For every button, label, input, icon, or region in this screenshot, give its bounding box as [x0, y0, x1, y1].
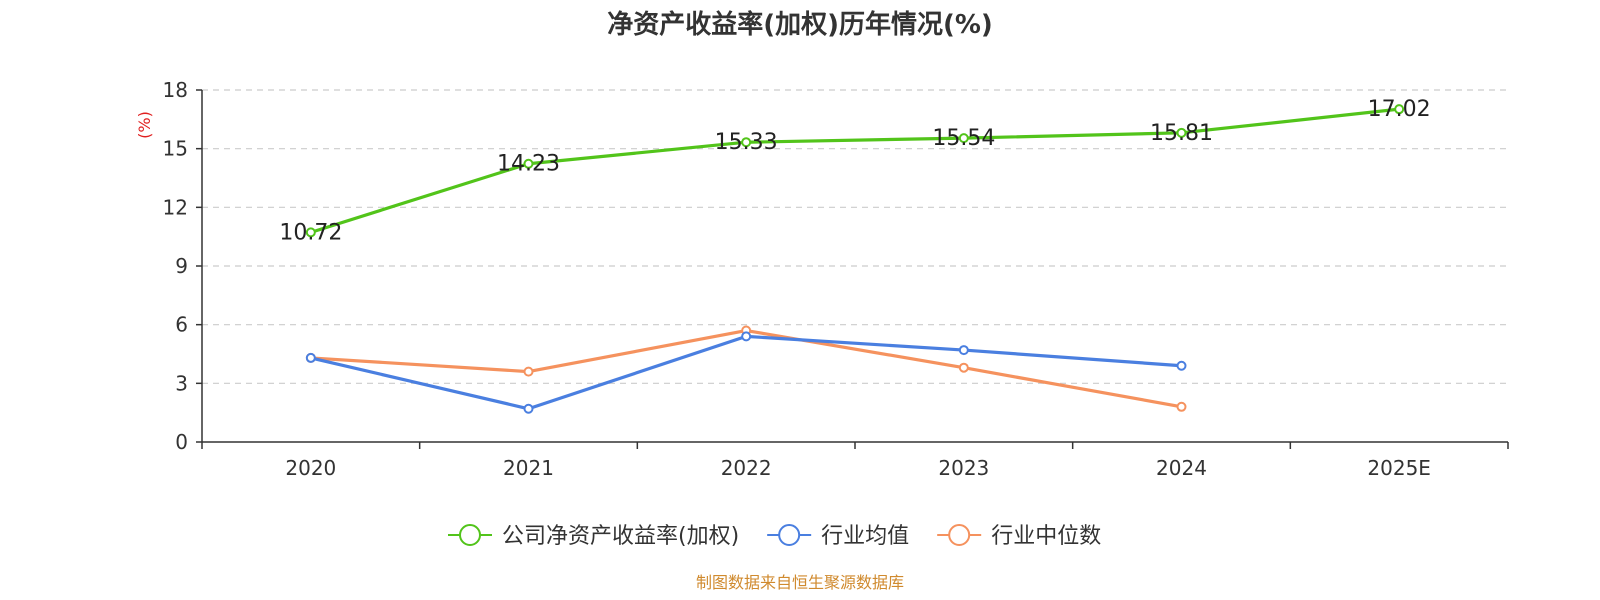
- y-tick-label: 6: [175, 313, 188, 337]
- legend-label: 公司净资产收益率(加权): [502, 524, 739, 549]
- y-tick-label: 3: [175, 371, 188, 395]
- data-point[interactable]: [523, 366, 534, 377]
- data-label: 15.33: [715, 130, 778, 155]
- data-point[interactable]: [741, 137, 752, 148]
- series-lines: [305, 104, 1405, 414]
- data-point[interactable]: [1176, 401, 1187, 412]
- data-label: 15.54: [932, 126, 995, 151]
- y-tick-label: 0: [175, 430, 188, 454]
- y-tick-label: 9: [175, 254, 188, 278]
- legend-marker: [778, 524, 801, 546]
- legend-item[interactable]: 行业均值: [767, 524, 909, 549]
- data-point[interactable]: [523, 403, 534, 414]
- x-tick-label: 2021: [503, 456, 554, 480]
- legend-label: 行业中位数: [991, 524, 1101, 549]
- legend[interactable]: 公司净资产收益率(加权) 行业均值 行业中位数: [448, 524, 1101, 549]
- series-line: [310, 334, 1182, 411]
- x-tick-label: 2024: [1156, 456, 1207, 480]
- legend-label: 行业均值: [821, 524, 909, 549]
- axes: 0 3 6 9 12 15 18 2020 2021 2022 2023 2024 2025E: [163, 78, 1509, 480]
- data-point[interactable]: [523, 158, 534, 169]
- data-label: 15.81: [1150, 121, 1213, 146]
- source-note: 制图数据来自恒生聚源数据库: [696, 573, 904, 592]
- y-tick-label: 15: [163, 137, 188, 161]
- x-tick-label: 2025E: [1367, 456, 1431, 480]
- data-label: 17.02: [1368, 97, 1431, 122]
- data-label: 10.72: [279, 220, 342, 245]
- data-labels: 10.72 14.23 15.33 15.54 15.81 17.02: [279, 97, 1430, 245]
- series-line: [310, 107, 1400, 234]
- x-tick-label: 2020: [285, 456, 336, 480]
- y-axis-label: (%): [135, 111, 154, 139]
- series-line: [310, 328, 1182, 409]
- data-point[interactable]: [305, 227, 316, 238]
- legend-item[interactable]: 公司净资产收益率(加权): [448, 524, 739, 549]
- y-tick-label: 18: [163, 78, 188, 102]
- data-point[interactable]: [958, 362, 969, 373]
- legend-marker: [948, 524, 971, 546]
- chart-title: 净资产收益率(加权)历年情况(%): [607, 9, 993, 40]
- gridlines: [202, 89, 1508, 384]
- data-point[interactable]: [741, 331, 752, 342]
- y-tick-label: 12: [163, 195, 188, 219]
- data-point[interactable]: [1176, 360, 1187, 371]
- data-point[interactable]: [958, 345, 969, 356]
- legend-item[interactable]: 行业中位数: [937, 524, 1101, 549]
- data-label: 14.23: [497, 152, 560, 177]
- data-point[interactable]: [1176, 127, 1187, 138]
- data-point[interactable]: [958, 133, 969, 144]
- x-tick-label: 2023: [938, 456, 989, 480]
- x-tick-label: 2022: [721, 456, 772, 480]
- legend-marker: [459, 524, 481, 546]
- data-point[interactable]: [1394, 104, 1405, 115]
- data-point[interactable]: [305, 352, 316, 363]
